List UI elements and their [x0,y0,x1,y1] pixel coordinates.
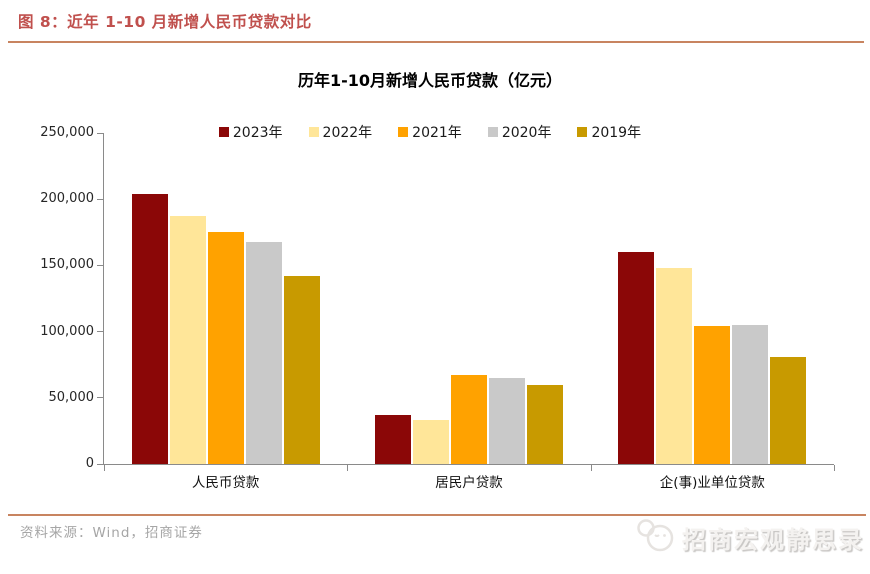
legend-label: 2022年 [322,125,373,141]
y-axis-tick [97,132,103,134]
legend-marker-icon [577,127,588,137]
chart-legend: 2023年 2022年 2021年 2020年 2019年 [0,122,860,142]
legend-label: 2020年 [501,125,552,141]
figure-header-title: 图 8：近年 1-10 月新增人民币贷款对比 [18,13,312,31]
watermark: 招商宏观静思录 [634,517,864,557]
plot-area: 人民币贷款 居民户贷款 企(事)业单位贷款 [97,132,835,491]
bar-2021年-人民币贷款 [207,232,244,464]
y-tick-label: 200,000 [40,191,94,207]
bar-2019年-居民户贷款 [526,384,563,464]
legend-label: 2019年 [591,125,642,141]
x-axis-label: 人民币贷款 [191,475,260,491]
chat-logo-icon [634,517,676,557]
x-axis-tick [834,465,835,471]
watermark-text: 招商宏观静思录 [682,525,864,554]
bar-2022年-企(事)业单位贷款 [656,268,693,464]
chart-title: 历年1-10月新增人民币贷款（亿元） [297,71,563,90]
bar-2021年-企(事)业单位贷款 [694,326,731,464]
bar-groups: 人民币贷款 居民户贷款 企(事)业单位贷款 [104,133,834,491]
legend-label: 2023年 [232,125,283,141]
bar-group: 企(事)业单位贷款 [590,133,834,491]
legend-item-2022年: 2022年 [308,122,373,142]
bar-2020年-人民币贷款 [245,241,282,464]
legend-label: 2021年 [412,125,462,141]
x-axis-label: 企(事)业单位贷款 [659,475,765,491]
bar-2023年-居民户贷款 [374,415,411,464]
bar-2021年-居民户贷款 [450,375,487,464]
bar-2020年-居民户贷款 [488,377,525,464]
legend-item-2023年: 2023年 [218,122,283,142]
y-tick-label: 100,000 [40,323,94,339]
bar-2023年-人民币贷款 [131,193,168,464]
legend-item-2020年: 2020年 [487,122,552,142]
y-axis-tick [97,331,103,333]
y-axis-tick [97,463,103,465]
source-note: 资料来源：Wind，招商证券 [20,525,203,541]
footer-divider [8,514,866,516]
header-divider [8,41,864,43]
legend-marker-icon [308,127,319,137]
y-tick-label: 50,000 [48,389,95,405]
y-tick-label: 0 [85,456,94,471]
legend-marker-icon [218,127,229,137]
x-axis-label: 居民户贷款 [435,475,503,491]
x-axis-tick [104,465,105,471]
legend-marker-icon [398,127,409,137]
bar-2022年-人民币贷款 [169,216,206,464]
bar-2022年-居民户贷款 [412,420,449,464]
bar-2020年-企(事)业单位贷款 [732,325,769,464]
bar-2019年-人民币贷款 [283,276,320,464]
x-axis-tick [347,465,349,471]
y-tick-label: 250,000 [40,125,94,140]
x-axis-tick [590,465,592,471]
legend-item-2021年: 2021年 [398,122,462,142]
y-axis-tick [97,264,103,266]
legend-item-2019年: 2019年 [577,122,641,142]
bar-2019年-企(事)业单位贷款 [770,356,807,464]
legend-marker-icon [487,127,498,137]
bar-group: 人民币贷款 [104,133,347,491]
y-axis-tick [97,397,103,399]
bar-group: 居民户贷款 [347,133,590,491]
bar-2023年-企(事)业单位贷款 [618,252,655,464]
y-axis-labels: 0 50,000 100,000 150,000 200,000 250,000 [0,125,96,471]
y-axis-tick [97,198,103,200]
y-tick-label: 150,000 [40,257,94,273]
